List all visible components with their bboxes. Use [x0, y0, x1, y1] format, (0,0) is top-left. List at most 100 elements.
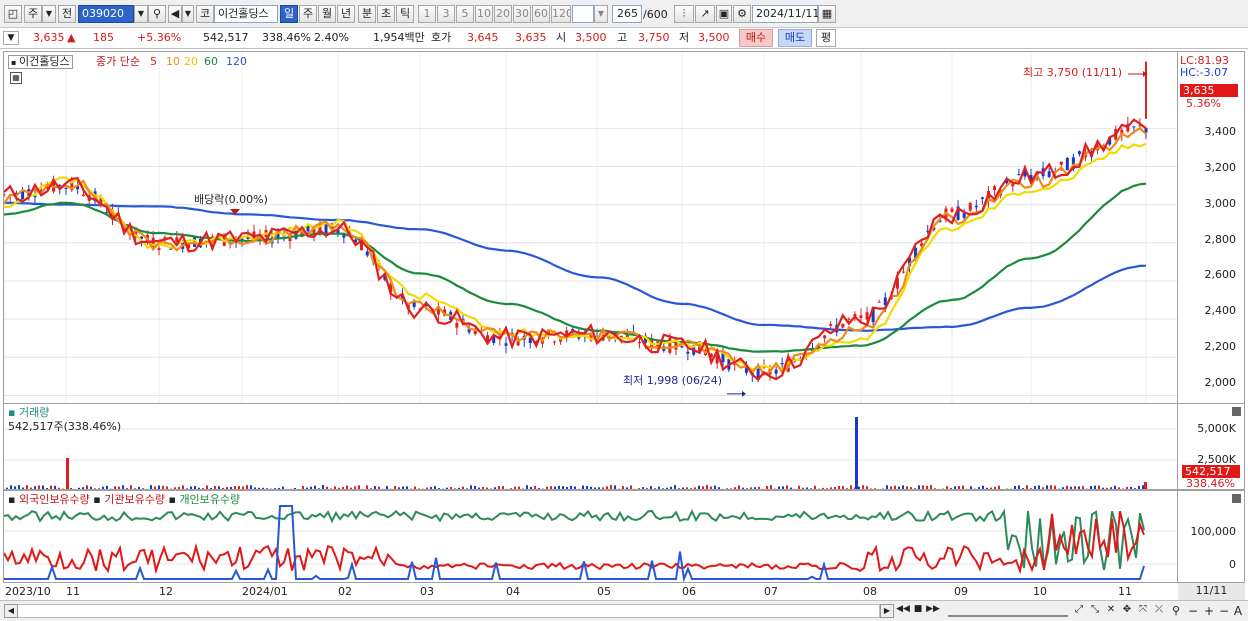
period-week[interactable]: 주: [299, 5, 317, 23]
minus-icon[interactable]: −: [1218, 604, 1230, 618]
volume-bar: [1058, 488, 1060, 489]
table-icon[interactable]: ▦: [10, 72, 22, 84]
play-icon[interactable]: ▶▶: [926, 604, 940, 614]
fit-icon[interactable]: ⤧: [1139, 604, 1147, 615]
period-day[interactable]: 일: [280, 5, 298, 23]
period-month[interactable]: 월: [318, 5, 336, 23]
candle-body: [589, 334, 593, 341]
quote-dropdown-icon[interactable]: ▼: [3, 31, 19, 45]
volume-bar: [402, 486, 404, 489]
candle-body: [436, 306, 440, 315]
zoom-slider[interactable]: [948, 605, 1068, 617]
interval-60[interactable]: 60: [532, 5, 550, 23]
volume-bar: [174, 487, 176, 489]
zoom-search-icon[interactable]: ⚲: [1171, 604, 1181, 617]
period-minute[interactable]: 분: [358, 5, 376, 23]
zoom-in-icon[interactable]: +: [1203, 604, 1215, 618]
type-button[interactable]: 주: [24, 5, 42, 23]
interval-5[interactable]: 5: [456, 5, 474, 23]
candle-body: [1120, 129, 1124, 134]
period-tick[interactable]: 틱: [396, 5, 414, 23]
type-dropdown-icon[interactable]: ▼: [42, 5, 56, 23]
volume-bar: [842, 486, 844, 489]
volume-bar: [154, 486, 156, 489]
period-second[interactable]: 초: [377, 5, 395, 23]
volume-bar: [6, 487, 8, 489]
volume-bar: [586, 485, 588, 489]
prev-button[interactable]: 전: [58, 5, 76, 23]
stop-icon[interactable]: ■: [913, 604, 923, 614]
volume-bar-spike: [855, 417, 858, 489]
holdings-chart: [4, 505, 1177, 582]
collapse-icon[interactable]: ⤡: [1091, 604, 1099, 615]
buy-button[interactable]: 매수: [739, 29, 773, 47]
interval-10[interactable]: 10: [475, 5, 493, 23]
market-button[interactable]: 코: [196, 5, 214, 23]
volume-panel: ▪ 거래량 542,517주(338.46%): [3, 403, 1178, 490]
candle-body: [140, 236, 144, 239]
save-icon[interactable]: ▣: [716, 5, 732, 23]
volume-bar: [122, 485, 124, 489]
volume-bar: [214, 485, 216, 489]
volume-bar: [522, 488, 524, 489]
volume-bar: [46, 488, 48, 489]
volume-bar: [498, 486, 500, 489]
speaker-icon[interactable]: ◀: [168, 5, 182, 23]
low-price: 3,500: [698, 31, 730, 44]
candle-body: [306, 224, 310, 232]
volume-bar: [826, 488, 828, 489]
candle-body: [847, 318, 851, 320]
count-input[interactable]: 265: [612, 5, 642, 23]
sell-button[interactable]: 매도: [778, 29, 812, 47]
volume-bar: [562, 486, 564, 489]
volume-bar: [90, 486, 92, 489]
volume-bar: [898, 486, 900, 489]
volume-bar: [946, 486, 948, 489]
scrollbar-track[interactable]: [4, 604, 880, 618]
volume-bar: [530, 486, 532, 489]
volume-bar: [538, 488, 540, 489]
volume-bar: [910, 487, 912, 489]
scroll-left-icon[interactable]: ◀: [4, 604, 18, 618]
volume-bar: [210, 488, 212, 489]
volume-bar: [474, 485, 476, 489]
volume-bar: [202, 488, 204, 489]
gear-icon[interactable]: ⚙: [733, 5, 751, 23]
interval-1[interactable]: 1: [418, 5, 436, 23]
candle-body: [565, 330, 569, 339]
volume-value-label: 542,517주(338.46%): [8, 420, 122, 433]
code-dropdown-icon[interactable]: ▼: [134, 5, 148, 23]
high-arrow-head: [1143, 71, 1147, 77]
period-year[interactable]: 년: [337, 5, 355, 23]
search-icon[interactable]: ⚲: [148, 5, 166, 23]
x-label: 10: [1033, 585, 1047, 598]
window-icon[interactable]: ◰: [4, 5, 22, 23]
zoom-out-icon[interactable]: −: [1187, 604, 1199, 618]
rewind-icon[interactable]: ◀◀: [896, 604, 910, 614]
interval-30[interactable]: 30: [513, 5, 531, 23]
interval-dropdown-icon[interactable]: ▼: [594, 5, 608, 23]
code-input[interactable]: 039020: [78, 5, 134, 23]
draw-tool-icon[interactable]: ↗: [695, 5, 715, 23]
expand-icon[interactable]: ⤢: [1075, 604, 1083, 615]
chart-type-icon[interactable]: ⫶: [674, 5, 694, 23]
calendar-icon[interactable]: ▦: [818, 5, 836, 23]
volume-bar: [1122, 488, 1124, 489]
interval-20[interactable]: 20: [494, 5, 512, 23]
font-size-icon[interactable]: A: [1233, 604, 1243, 618]
scroll-right-icon[interactable]: ▶: [880, 604, 894, 618]
speaker-dropdown-icon[interactable]: ▼: [182, 5, 194, 23]
interval-3[interactable]: 3: [437, 5, 455, 23]
panel-close-icon[interactable]: [1232, 407, 1241, 416]
panel-close-icon[interactable]: [1232, 494, 1241, 503]
interval-120[interactable]: 120: [551, 5, 571, 23]
shrink-icon[interactable]: ✕: [1106, 604, 1116, 615]
reset-icon[interactable]: ⤫: [1155, 604, 1163, 615]
dividend-annotation: 배당락(0.00%): [194, 193, 268, 206]
volume-bar: [418, 488, 420, 489]
date-input[interactable]: 2024/11/11: [752, 5, 819, 23]
interval-input[interactable]: [572, 5, 594, 23]
move-icon[interactable]: ✥: [1122, 604, 1132, 615]
volume-bar: [726, 488, 728, 489]
flat-button[interactable]: 평: [816, 29, 836, 47]
